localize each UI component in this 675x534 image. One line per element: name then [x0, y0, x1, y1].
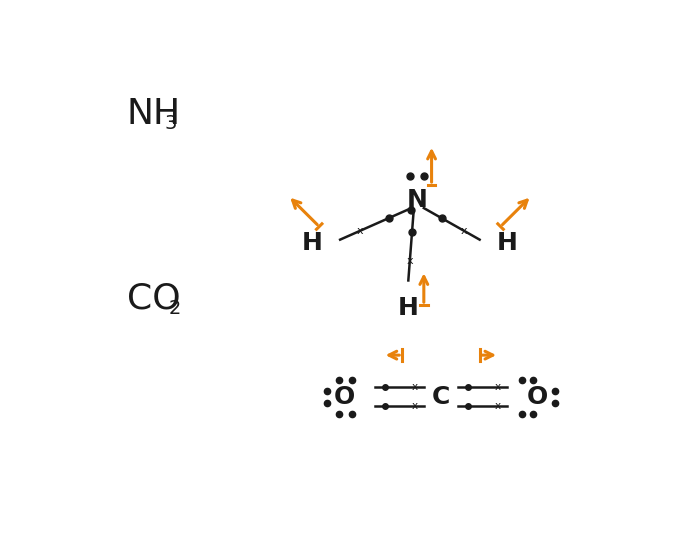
Text: CO: CO	[127, 282, 181, 316]
Text: O: O	[527, 384, 548, 409]
Text: NH: NH	[127, 97, 181, 131]
Text: O: O	[333, 384, 354, 409]
Text: x: x	[461, 226, 467, 236]
Text: H: H	[497, 232, 518, 255]
Text: x: x	[495, 401, 501, 411]
Text: x: x	[357, 226, 363, 236]
Text: x: x	[412, 382, 418, 392]
Text: 3: 3	[164, 114, 177, 133]
Text: x: x	[495, 382, 501, 392]
Text: x: x	[406, 256, 413, 265]
Text: N: N	[407, 189, 428, 213]
Text: H: H	[302, 232, 323, 255]
Text: H: H	[398, 296, 418, 320]
Text: x: x	[412, 401, 418, 411]
Text: 2: 2	[169, 299, 181, 318]
Text: C: C	[432, 384, 450, 409]
